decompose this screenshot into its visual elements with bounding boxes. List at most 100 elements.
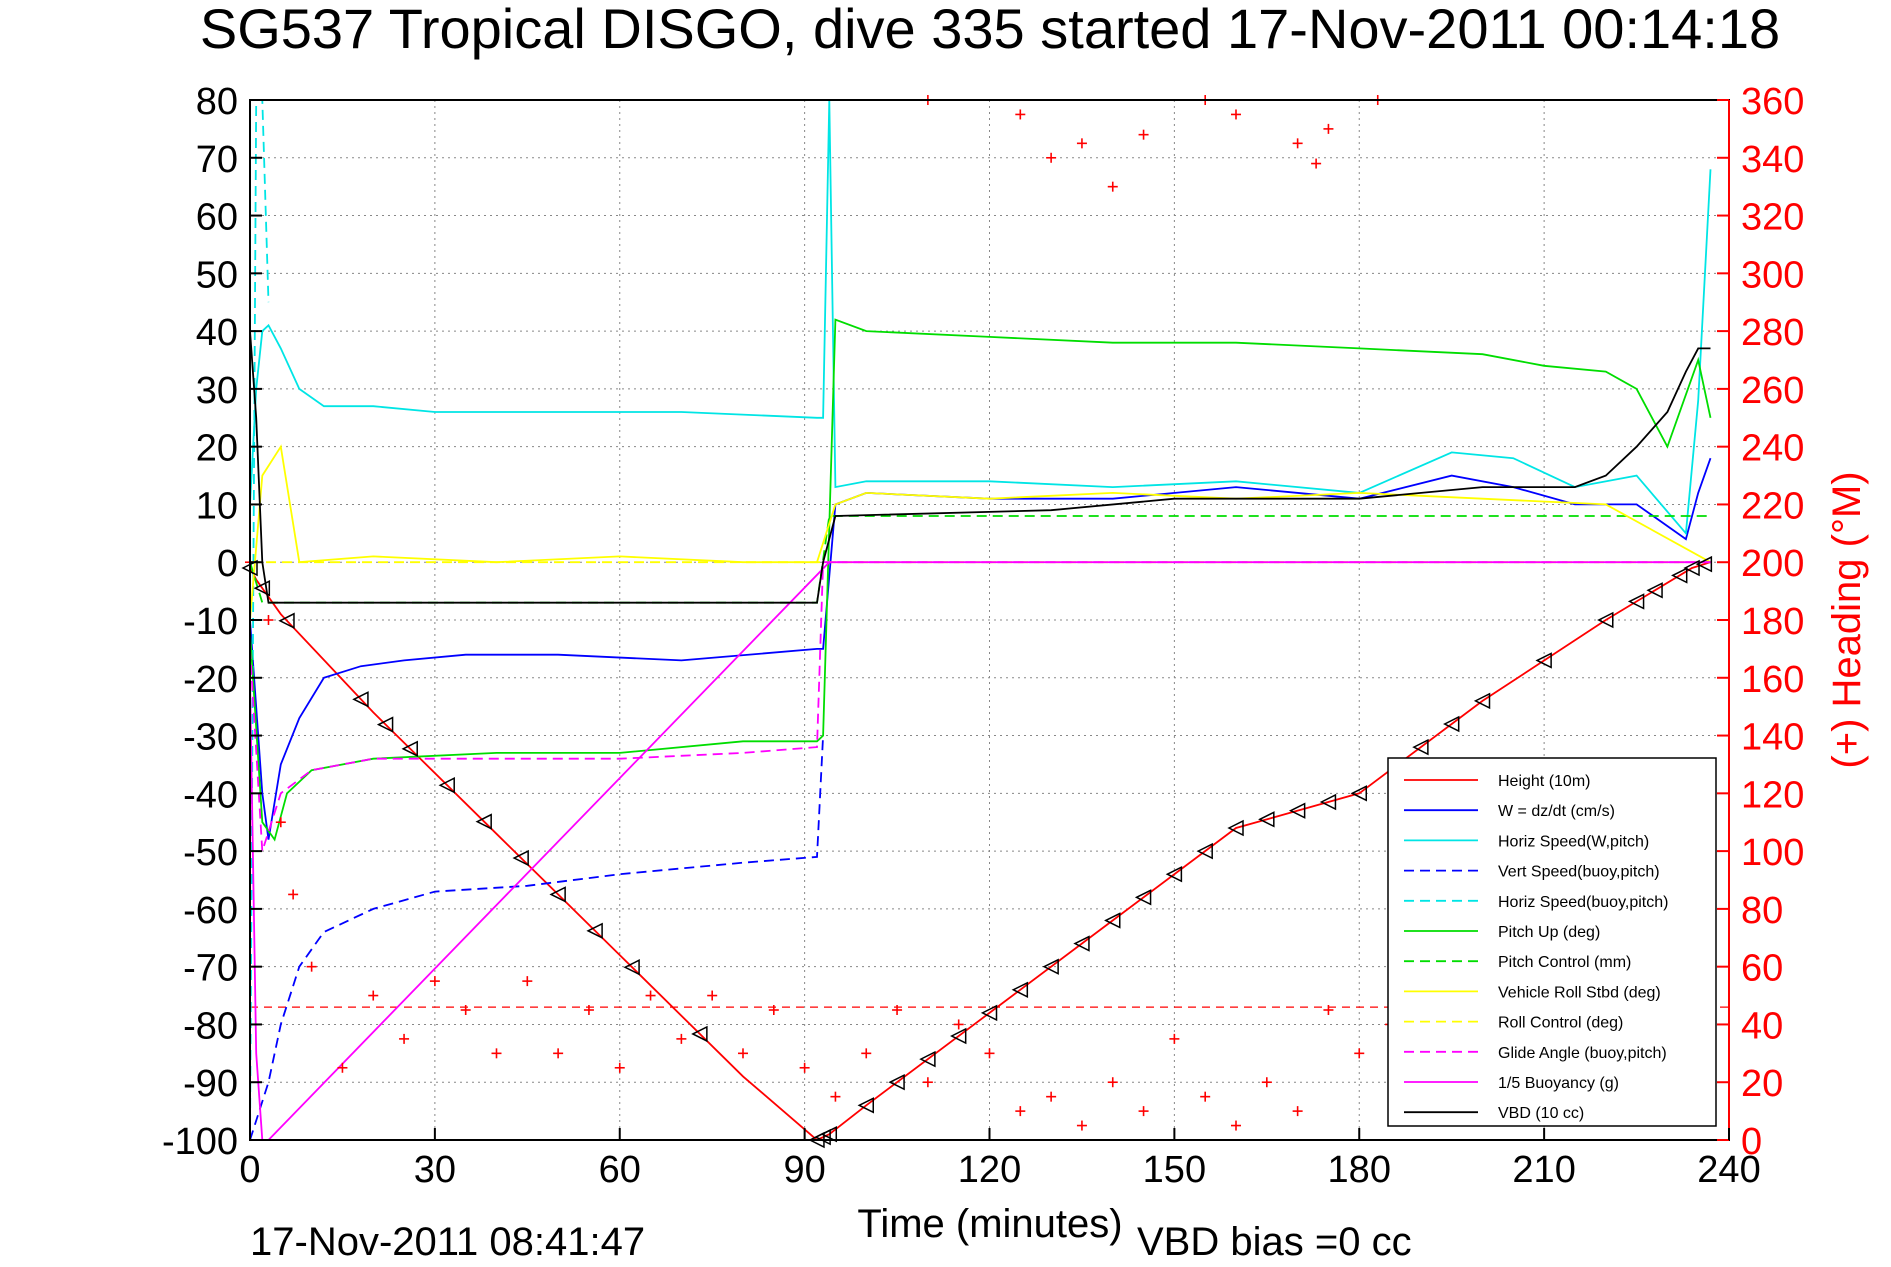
legend-entry: Height (10m) (1498, 773, 1590, 790)
heading-point (263, 615, 274, 625)
triangle-marker (919, 1050, 936, 1068)
y-right-tick-label: 20 (1741, 1063, 1783, 1105)
triangle-marker (253, 580, 271, 597)
right-axis: 3603403203002802602402202001801601401201… (1717, 81, 1804, 1163)
y-tick-label: 30 (196, 370, 238, 412)
triangle-marker (623, 959, 640, 976)
heading-point (1138, 129, 1149, 140)
x-tick-label: 210 (1512, 1149, 1575, 1191)
triangle-marker (1683, 559, 1700, 577)
triangle-marker (1196, 842, 1213, 860)
triangle-marker (1134, 889, 1152, 906)
y-tick-label: -50 (183, 832, 238, 874)
triangle-marker (1227, 819, 1244, 837)
y-tick-label: -70 (183, 948, 238, 990)
series-line-1 (249, 457, 1712, 840)
footer-vbd-bias: VBD bias =0 cc (1137, 1220, 1412, 1262)
heading-point (1323, 123, 1334, 134)
y-right-tick-label: 200 (1741, 543, 1804, 585)
y-right-tick-label: 140 (1741, 717, 1804, 759)
y-tick-label: -40 (183, 774, 238, 816)
x-axis-label: Time (minutes) (857, 1202, 1122, 1246)
heading-point (953, 1019, 964, 1030)
legend-entry: Glide Angle (buoy,pitch) (1498, 1045, 1667, 1062)
triangle-marker (1473, 692, 1491, 710)
y-tick-label: -30 (183, 717, 238, 759)
y-right-tick-label: 180 (1741, 601, 1804, 643)
y-tick-label: 20 (196, 428, 238, 470)
heading-point (337, 1062, 348, 1073)
triangle-marker (1319, 793, 1337, 811)
legend-entry: VBD (10 cc) (1498, 1105, 1584, 1122)
triangle-marker (820, 1126, 838, 1143)
series-line-6 (249, 515, 1711, 604)
triangle-marker (1597, 611, 1614, 629)
heading-point (645, 990, 656, 1001)
heading-point (1046, 1091, 1057, 1102)
heading-point (1311, 158, 1322, 169)
y-tick-label: -100 (162, 1121, 238, 1163)
y-right-tick-label: 260 (1741, 370, 1804, 412)
y-right-tick-label: 0 (1741, 1121, 1762, 1163)
triangle-marker (888, 1074, 905, 1091)
triangle-marker (980, 1004, 998, 1022)
heading-point (799, 1062, 810, 1073)
heading-point (1231, 109, 1241, 120)
x-tick-label: 150 (1143, 1149, 1206, 1191)
triangle-marker (512, 849, 529, 867)
y-tick-label: -80 (183, 1005, 238, 1047)
triangle-marker (1104, 912, 1121, 929)
triangle-marker (1258, 811, 1275, 828)
heading-point (399, 1033, 410, 1044)
triangle-marker (549, 886, 566, 903)
y-right-tick-label: 60 (1741, 948, 1783, 990)
heading-point (1107, 181, 1118, 192)
triangle-marker (1627, 593, 1645, 610)
legend-box (1387, 757, 1717, 1127)
y-tick-label: 50 (196, 254, 238, 296)
heading-point (583, 1005, 594, 1015)
y-right-tick-label: 360 (1741, 81, 1804, 123)
heading-point (1231, 1120, 1241, 1131)
triangle-marker (475, 813, 492, 830)
series-line-9 (249, 561, 1711, 852)
heading-point (676, 1033, 687, 1044)
y-tick-label: 0 (217, 543, 238, 585)
heading-point (1200, 1091, 1211, 1102)
bottom-axis: 0 30 60 90 120 150 180 210 240 (239, 1128, 1761, 1191)
x-tick-label: 0 (239, 1149, 260, 1191)
series-line-0 (249, 561, 1711, 1142)
heading-point (1076, 1120, 1087, 1131)
heading-point (288, 889, 299, 900)
series-line-7 (249, 444, 1711, 621)
y-right-tick-label: 120 (1741, 774, 1804, 816)
heading-point (306, 961, 317, 972)
x-tick-label: 90 (783, 1149, 825, 1191)
triangle-marker (1695, 555, 1713, 573)
heading-point (429, 976, 440, 987)
series-line-11 (249, 331, 1711, 604)
legend-entry: Horiz Speed(W,pitch) (1498, 833, 1649, 850)
triangle-marker (1646, 582, 1663, 599)
y-right-tick-label: 160 (1741, 659, 1804, 701)
heading-point (368, 990, 379, 1001)
heading-point (522, 976, 533, 987)
legend-entry: Horiz Speed(buoy,pitch) (1498, 894, 1668, 911)
heading-point (1323, 1005, 1334, 1015)
heading-point (491, 1048, 502, 1059)
triangle-marker (278, 612, 295, 629)
heading-point (1292, 138, 1303, 149)
triangle-marker (1671, 567, 1688, 584)
triangle-marker (376, 716, 394, 733)
triangle-marker (1350, 785, 1367, 802)
heading-point (707, 990, 718, 1001)
heading-point (892, 1005, 903, 1015)
x-tick-label: 240 (1697, 1149, 1760, 1191)
y-tick-label: 70 (196, 139, 238, 181)
triangle-marker (950, 1027, 967, 1045)
heading-point (1138, 1106, 1149, 1117)
y-tick-label: -20 (183, 659, 238, 701)
legend-entry: 1/5 Buoyancy (g) (1498, 1075, 1619, 1092)
heading-point (922, 1077, 933, 1088)
y-tick-label: 10 (196, 485, 238, 527)
